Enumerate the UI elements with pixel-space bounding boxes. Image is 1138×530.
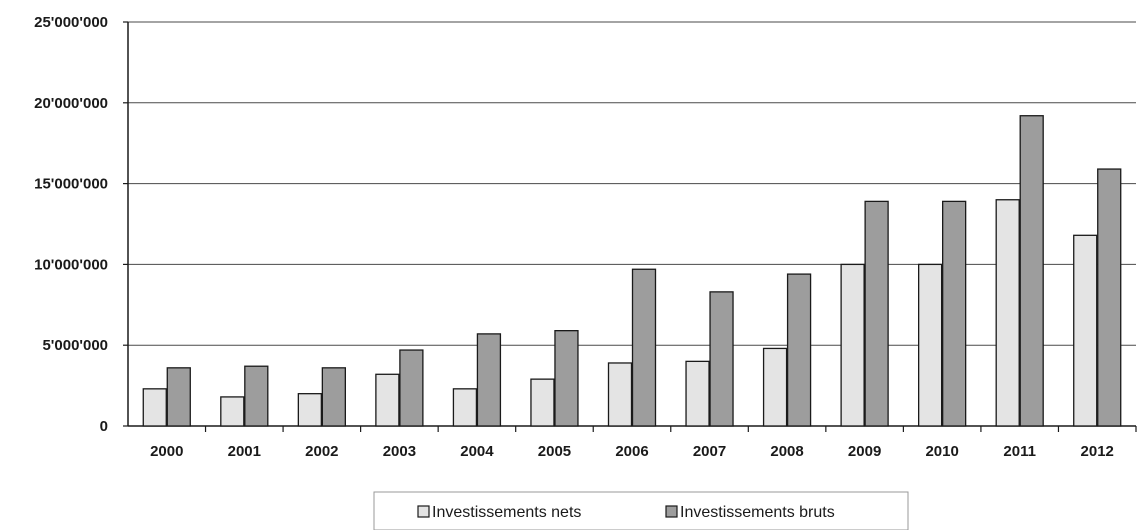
bar-bruts-2007	[709, 291, 734, 427]
x-tick-label: 2005	[538, 443, 571, 460]
x-tick-label: 2002	[305, 443, 338, 460]
x-tick-labels: 2000 2001 2002 2003 2004 2005 2006 2007 2008 2009…	[150, 443, 1114, 460]
y-tick-label: 15'000'000	[34, 176, 108, 193]
bars	[142, 115, 1122, 427]
legend-label-bruts: Investissements bruts	[680, 504, 835, 521]
x-tick-label: 2007	[693, 443, 726, 460]
y-tick-label: 10'000'000	[34, 256, 108, 273]
bar-nets-2004	[452, 388, 478, 427]
bar-bruts-2008	[786, 273, 812, 427]
bar-nets-2009	[840, 263, 865, 427]
bar-nets-2011	[995, 199, 1020, 427]
x-tick-label: 2010	[925, 443, 958, 460]
x-tick-label: 2009	[848, 443, 881, 460]
legend-box	[373, 491, 909, 530]
bar-nets-2006	[607, 362, 633, 427]
bar-bruts-2003	[399, 349, 424, 427]
bar-nets-2007	[685, 360, 710, 427]
y-tick-label: 0	[100, 418, 108, 435]
x-tick-label: 2008	[770, 443, 803, 460]
bar-nets-2002	[297, 393, 322, 427]
y-tick-label: 25'000'000	[34, 14, 108, 31]
x-tick-label: 2006	[615, 443, 648, 460]
x-tick-label: 2000	[150, 443, 183, 460]
legend: Investissements nets Investissements bru…	[373, 491, 909, 530]
legend-label-nets: Investissements nets	[432, 504, 581, 521]
legend-swatch-bruts	[665, 505, 678, 518]
bar-nets-2000	[142, 388, 167, 427]
bar-bruts-2011	[1019, 115, 1044, 427]
bar-bruts-2002	[321, 367, 346, 427]
x-tick-label: 2001	[228, 443, 261, 460]
bar-nets-2008	[762, 347, 788, 427]
legend-swatch-nets	[417, 505, 430, 518]
bar-nets-2010	[918, 263, 943, 427]
x-tick-label: 2012	[1081, 443, 1114, 460]
bar-bruts-2010	[942, 200, 967, 427]
bar-bruts-2005	[554, 330, 579, 427]
bar-bruts-2001	[244, 365, 269, 427]
bar-bruts-2012	[1097, 168, 1122, 427]
bar-nets-2012	[1073, 234, 1098, 427]
bar-bruts-2000	[166, 367, 191, 427]
bar-bruts-2009	[864, 200, 889, 427]
x-tick-label: 2003	[383, 443, 416, 460]
bar-bruts-2006	[631, 268, 657, 427]
y-tick-label: 20'000'000	[34, 95, 108, 112]
y-tick-labels: 0 5'000'000 10'000'000 15'000'000 20'000'000…	[34, 14, 108, 435]
x-tick-label: 2004	[460, 443, 494, 460]
gridlines	[128, 21, 1136, 346]
bar-bruts-2004	[476, 333, 502, 427]
x-tick-label: 2011	[1003, 443, 1036, 460]
y-tick-label: 5'000'000	[42, 337, 108, 354]
bar-nets-2005	[530, 378, 555, 427]
bar-nets-2001	[220, 396, 245, 427]
bar-nets-2003	[375, 373, 400, 427]
